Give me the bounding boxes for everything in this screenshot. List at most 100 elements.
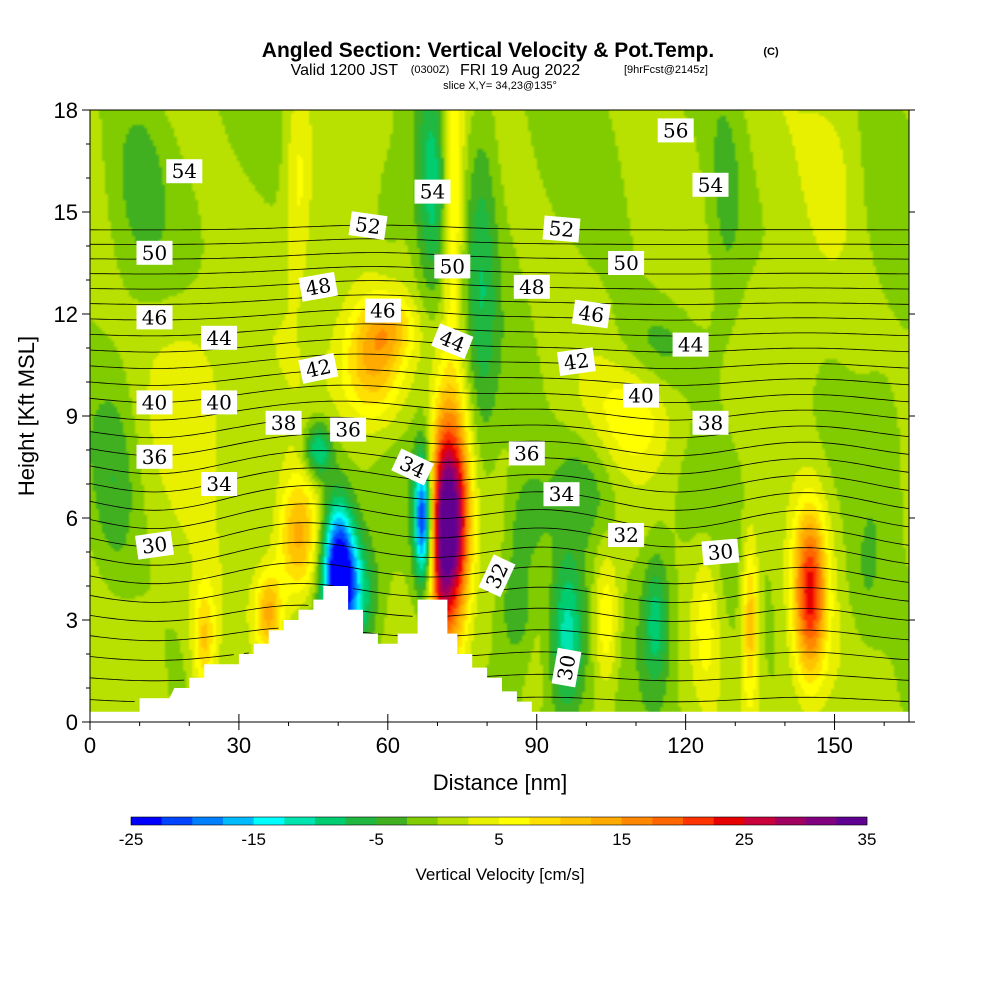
colorbar-tick-label: 15 [612, 830, 631, 849]
y-tick-label: 9 [66, 404, 78, 429]
contour-label-box [571, 299, 611, 329]
terrain-profile [90, 586, 909, 722]
isentrope-38 [89, 522, 910, 548]
contour-label-text: 46 [370, 299, 395, 323]
contour-label-box [136, 240, 173, 265]
contour-label-21: 46 [571, 299, 611, 329]
contour-label-box [542, 215, 581, 243]
colorbar-tick-label: 25 [735, 830, 754, 849]
contour-label-31: 44 [672, 332, 709, 357]
isentrope-57 [90, 224, 909, 231]
contour-label-box [265, 410, 302, 435]
y-tick-label: 12 [54, 302, 78, 327]
colorbar-swatch [131, 817, 162, 825]
potential-temperature-contours [89, 224, 910, 703]
contour-label-14: 52 [348, 211, 388, 240]
contour-label-box [136, 390, 173, 415]
contour-label-box [608, 523, 645, 547]
y-tick-label: 18 [54, 98, 78, 123]
valid-time-prefix: Valid 1200 JST [291, 62, 399, 79]
contour-label-10: 48 [298, 271, 339, 302]
contour-label-text: 36 [514, 441, 539, 465]
colorbar-tick-label: -5 [369, 830, 384, 849]
copyright-mark: (C) [763, 46, 779, 58]
colorbar-tick-label: -15 [241, 830, 266, 849]
contour-label-box [608, 251, 645, 275]
isentrope-37 [89, 541, 910, 566]
contour-label-text: 36 [142, 445, 167, 469]
contour-label-box [136, 305, 173, 330]
colorbar-swatch [161, 817, 193, 825]
contour-label-19: 52 [542, 215, 581, 243]
contour-label-text: 30 [140, 532, 169, 559]
contour-label-box [551, 647, 582, 688]
contour-label-box [201, 472, 238, 496]
colorbar-swatch [437, 817, 469, 825]
contour-label-box [201, 390, 238, 415]
x-tick-label: 90 [524, 733, 548, 758]
colorbar-swatch [560, 817, 592, 825]
y-tick-label: 0 [66, 710, 78, 735]
colorbar-swatch [499, 817, 530, 825]
y-tick-label: 6 [66, 506, 78, 531]
contour-label-text: 44 [678, 333, 703, 357]
contour-label-box [201, 325, 238, 350]
contour-label-text: 40 [142, 390, 167, 414]
isentrope-47 [89, 369, 910, 386]
contour-label-text: 44 [206, 326, 231, 350]
x-tick-label: 150 [816, 733, 853, 758]
contour-label-box [513, 274, 550, 299]
colorbar-frame [130, 816, 868, 826]
colorbar-swatch [253, 817, 285, 825]
valid-time-utc: (0300Z) [411, 64, 450, 76]
plot-area: 54 50 46 44 40 40 38 36 34 30 48 46 42 36 52 54 50 44 34 52… [89, 109, 910, 723]
contour-label-25: 34 [543, 482, 580, 507]
contour-label-box [348, 211, 388, 240]
isentrope-54 [89, 266, 909, 275]
contour-label-text: 34 [206, 472, 231, 496]
x-axis-label: Distance [nm] [433, 770, 568, 795]
contour-label-text: 30 [552, 653, 580, 682]
contour-label-20: 48 [513, 274, 550, 299]
contour-label-24: 36 [508, 441, 545, 466]
contour-label-box [166, 159, 203, 184]
contour-label-text: 50 [440, 254, 465, 278]
valid-date: FRI 19 Aug 2022 [460, 62, 580, 79]
contour-label-box [330, 417, 367, 442]
isentrope-42 [89, 450, 910, 475]
x-axis-ticks: 0 30 60 90 120 150 [84, 714, 885, 758]
colorbar-swatch [192, 817, 224, 825]
isentrope-30 [89, 696, 910, 703]
isentrope-34 [89, 604, 910, 622]
contour-label-11: 46 [364, 298, 401, 323]
colorbar-label: Vertical Velocity [cm/s] [415, 865, 584, 884]
contour-label-text: 30 [707, 539, 734, 565]
isentrope-48 [89, 353, 910, 370]
x-tick-label: 0 [84, 733, 96, 758]
contour-label-8: 34 [201, 472, 238, 496]
contour-label-text: 52 [354, 212, 383, 239]
contour-label-5: 40 [201, 390, 238, 415]
contour-label-33: 54 [692, 172, 729, 197]
x-tick-label: 120 [667, 733, 704, 758]
contour-label-box [478, 554, 516, 598]
contour-label-27: 30 [551, 647, 582, 688]
contour-label-3: 44 [201, 325, 238, 350]
contour-label-text: 42 [562, 348, 591, 375]
colorbar-swatch [468, 817, 500, 825]
isentrope-33 [89, 627, 910, 642]
contour-label-box [391, 448, 434, 486]
isentrope-35 [89, 583, 910, 603]
colorbar-swatch [775, 817, 806, 825]
contour-label-text: 38 [698, 411, 723, 435]
contour-label-text: 54 [172, 159, 197, 183]
colorbar-tick-label: 35 [858, 830, 877, 849]
colorbar-swatch [407, 817, 438, 825]
colorbar-swatch [284, 817, 316, 825]
contour-label-12: 42 [298, 352, 339, 384]
contour-label-9: 30 [135, 530, 174, 560]
contour-label-32: 50 [608, 251, 645, 275]
contour-label-0: 54 [166, 159, 203, 184]
isentrope-55 [89, 252, 909, 260]
